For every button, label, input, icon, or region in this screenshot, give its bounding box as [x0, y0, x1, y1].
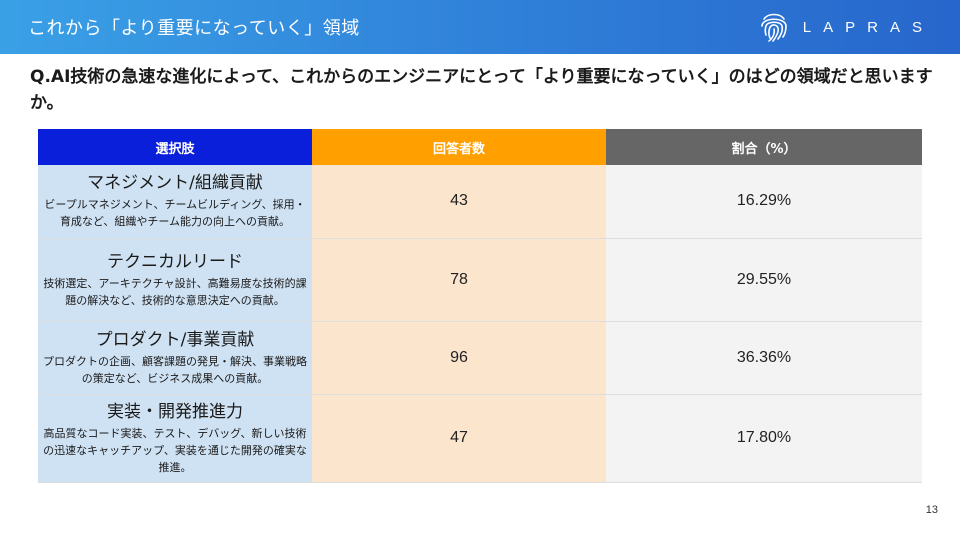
- results-table: 選択肢 回答者数 割合（%） マネジメント/組織貢献 ビープルマネジメント、チー…: [38, 129, 922, 483]
- count-cell: 43: [312, 165, 606, 239]
- brand-logo: LAPRAS: [759, 10, 934, 44]
- page-number: 13: [925, 504, 938, 516]
- ratio-cell: 17.80%: [606, 394, 922, 483]
- choice-cell: プロダクト/事業貢献 プロダクトの企画、顧客課題の発見・解決、事業戦略の策定など…: [38, 321, 312, 395]
- choice-title: プロダクト/事業貢献: [95, 329, 255, 350]
- ratio-cell: 16.29%: [606, 165, 922, 239]
- choice-description: 高品質なコード実装、テスト、デバッグ、新しい技術の迅速なキャッチアップ、実装を通…: [43, 426, 307, 474]
- ratio-cell: 36.36%: [606, 321, 922, 395]
- header-ratio: 割合（%）: [606, 129, 922, 165]
- table-header-row: 選択肢 回答者数 割合（%）: [38, 129, 922, 165]
- choice-cell: マネジメント/組織貢献 ビープルマネジメント、チームビルディング、採用・育成など…: [38, 165, 312, 239]
- choice-title: マネジメント/組織貢献: [87, 173, 263, 194]
- fingerprint-icon: [760, 13, 787, 42]
- choice-description: ビープルマネジメント、チームビルディング、採用・育成など、組織やチーム能力の向上…: [44, 198, 306, 229]
- count-cell: 47: [312, 394, 606, 483]
- ratio-cell: 29.55%: [606, 238, 922, 322]
- table-row: テクニカルリード 技術選定、アーキテクチャ設計、高難易度な技術的課題の解決など、…: [38, 238, 922, 322]
- header-count: 回答者数: [312, 129, 606, 165]
- choice-cell: テクニカルリード 技術選定、アーキテクチャ設計、高難易度な技術的課題の解決など、…: [38, 238, 312, 322]
- slide-title: これから「より重要になっていく」領域: [28, 18, 360, 39]
- survey-question: Q.AI技術の急速な進化によって、これからのエンジニアにとって「より重要になって…: [30, 67, 933, 113]
- choice-title: 実装・開発推進力: [107, 401, 243, 422]
- table-row: プロダクト/事業貢献 プロダクトの企画、顧客課題の発見・解決、事業戦略の策定など…: [38, 321, 922, 395]
- header-choice: 選択肢: [38, 129, 312, 165]
- table-row: マネジメント/組織貢献 ビープルマネジメント、チームビルディング、採用・育成など…: [38, 165, 922, 239]
- choice-description: プロダクトの企画、顧客課題の発見・解決、事業戦略の策定など、ビジネス成果への貢献…: [43, 354, 307, 385]
- choice-title: テクニカルリード: [107, 251, 243, 272]
- count-cell: 78: [312, 238, 606, 322]
- choice-description: 技術選定、アーキテクチャ設計、高難易度な技術的課題の解決など、技術的な意思決定へ…: [43, 276, 307, 307]
- brand-name: LAPRAS: [802, 18, 934, 36]
- table-row: 実装・開発推進力 高品質なコード実装、テスト、デバッグ、新しい技術の迅速なキャッ…: [38, 394, 922, 483]
- choice-cell: 実装・開発推進力 高品質なコード実装、テスト、デバッグ、新しい技術の迅速なキャッ…: [38, 394, 312, 483]
- count-cell: 96: [312, 321, 606, 395]
- slide-header: これから「より重要になっていく」領域 LAPRAS: [0, 0, 960, 54]
